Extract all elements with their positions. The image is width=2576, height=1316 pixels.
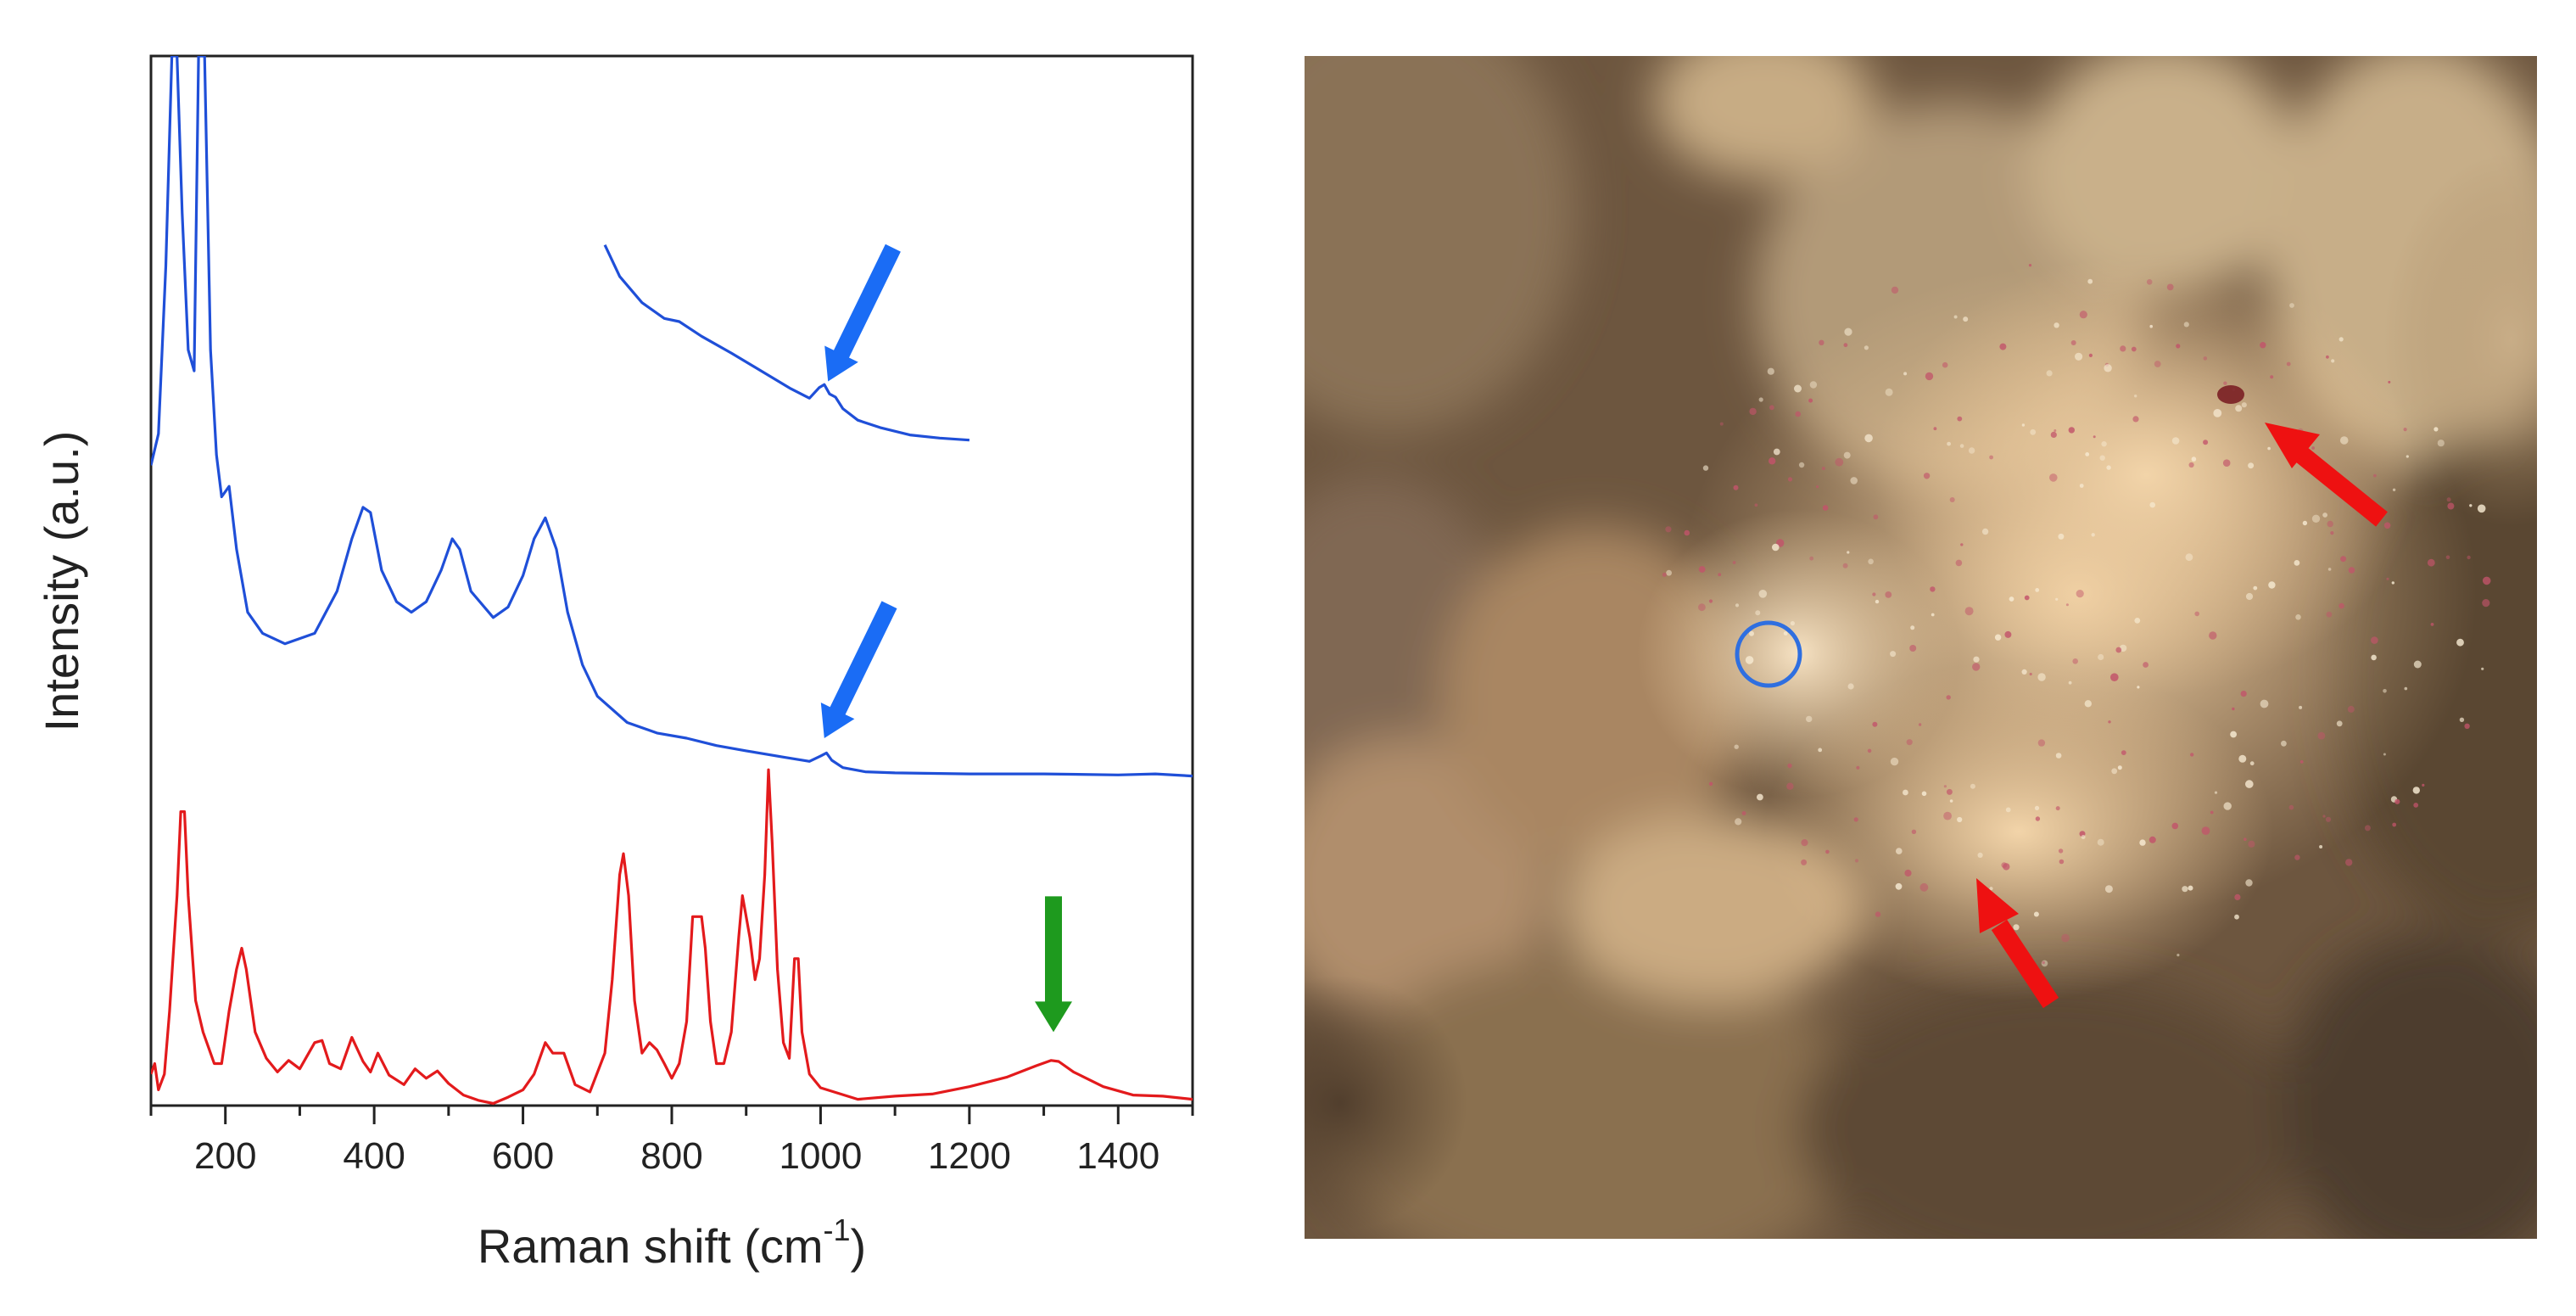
spectrum-line-1 <box>151 56 1193 778</box>
red-arrow-lower <box>1976 878 2059 1009</box>
annotation-arrow-3 <box>1035 896 1072 1033</box>
x-ticks: 200 400 600 800 1000 1200 1400 <box>149 1106 1194 1177</box>
x-tick-label: 1000 <box>779 1135 862 1177</box>
x-tick-label: 200 <box>194 1135 256 1177</box>
plot-frame <box>149 54 1194 1107</box>
x-axis-label: Raman shift (cm-1) <box>478 1212 866 1273</box>
micrograph-markers <box>1735 423 2388 1009</box>
series-layer <box>151 56 1193 1106</box>
spectrum-line-2 <box>603 244 970 442</box>
analysis-spot-circle <box>1735 620 1802 688</box>
x-tick-label: 1200 <box>928 1135 1011 1177</box>
spectrum-line-3 <box>151 768 1193 1106</box>
red-arrow-upper-right <box>2265 423 2388 527</box>
annotation-arrow-1 <box>824 244 901 382</box>
x-tick-label: 600 <box>492 1135 554 1177</box>
raman-chart: 200 400 600 800 1000 1200 1400 Raman shift (cm… <box>35 54 1194 1273</box>
y-axis-label: Intensity (a.u.) <box>35 431 88 732</box>
annotation-arrow-2 <box>820 601 897 738</box>
x-tick-label: 800 <box>640 1135 702 1177</box>
micrograph-image <box>1305 56 2537 1239</box>
annotation-layer <box>820 244 1072 1033</box>
x-tick-label: 1400 <box>1076 1135 1159 1177</box>
x-tick-label: 400 <box>343 1135 405 1177</box>
